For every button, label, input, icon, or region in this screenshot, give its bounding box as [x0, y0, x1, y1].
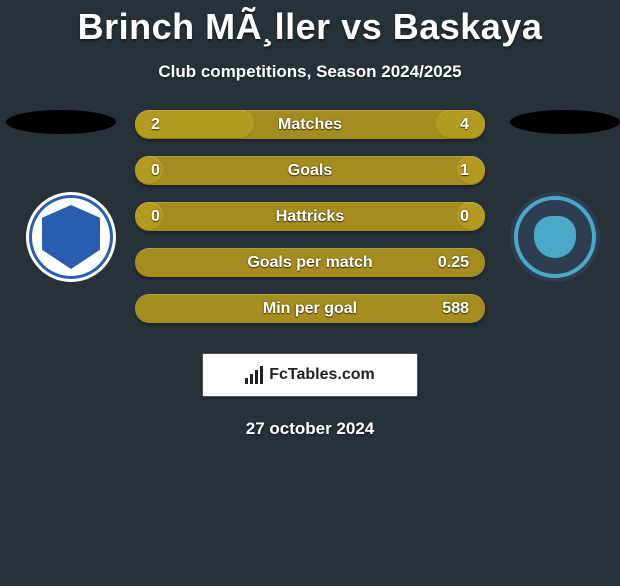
- stat-row-goals: 0 Goals 1: [135, 156, 485, 185]
- stat-label: Min per goal: [135, 300, 485, 318]
- date-text: 27 october 2024: [0, 419, 620, 439]
- stat-left-value: 2: [151, 116, 160, 134]
- bars-icon: [245, 366, 263, 384]
- stat-label: Goals per match: [135, 254, 485, 272]
- brand-text: FcTables.com: [269, 366, 375, 384]
- subtitle: Club competitions, Season 2024/2025: [0, 62, 620, 82]
- eagle-icon: [534, 216, 576, 258]
- stat-row-min-per-goal: Min per goal 588: [135, 294, 485, 323]
- brand-box[interactable]: FcTables.com: [202, 353, 418, 397]
- stat-rows: 2 Matches 4 0 Goals 1 0 Hattricks 0 Goal…: [135, 110, 485, 323]
- stat-right-value: 1: [460, 162, 469, 180]
- stat-row-hattricks: 0 Hattricks 0: [135, 202, 485, 231]
- team-left-logo: [26, 192, 116, 282]
- stat-row-goals-per-match: Goals per match 0.25: [135, 248, 485, 277]
- shadow-ellipse-left: [6, 110, 116, 134]
- stat-left-value: 0: [151, 208, 160, 226]
- stat-right-value: 588: [442, 300, 469, 318]
- team-right-logo: [510, 192, 600, 282]
- stat-right-value: 0.25: [438, 254, 469, 272]
- stat-left-value: 0: [151, 162, 160, 180]
- comparison-arena: 2 Matches 4 0 Goals 1 0 Hattricks 0 Goal…: [0, 110, 620, 323]
- stat-right-value: 4: [460, 116, 469, 134]
- shadow-ellipse-right: [510, 110, 620, 134]
- stat-right-value: 0: [460, 208, 469, 226]
- stat-label: Goals: [135, 162, 485, 180]
- stat-row-matches: 2 Matches 4: [135, 110, 485, 139]
- stat-label: Hattricks: [135, 208, 485, 226]
- page-title: Brinch MÃ¸ller vs Baskaya: [0, 6, 620, 48]
